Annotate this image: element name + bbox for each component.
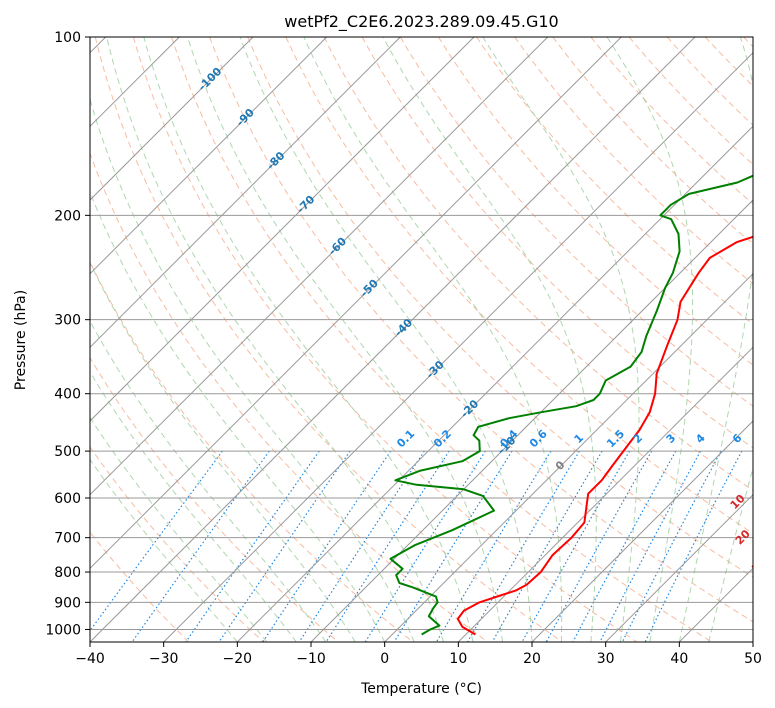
isotherm-gridline [90,37,696,642]
dry-adiabat-line [552,37,753,245]
isobar-lines [90,37,753,630]
mixing-ratio-line [599,450,702,642]
moist-adiabat-line [90,416,268,642]
x-tick-label: 30 [597,651,615,667]
x-axis-title: Temperature (°C) [360,681,482,697]
dry-adiabat-line [285,37,753,535]
isotherm-gridline [90,37,622,570]
x-tick-label: 40 [670,651,688,667]
isotherm-gridline [163,51,753,642]
isotherm-gridline [457,346,753,642]
isotherm-gridline [605,493,753,642]
y-tick-label: 100 [54,30,81,46]
x-tick-label: 20 [523,651,541,667]
mixing-ratio-line [218,450,351,642]
dry-adiabat-line [247,37,753,578]
moist-adiabat-line [482,37,640,642]
mixing-ratio-line [491,450,603,642]
isotherm-gridline [531,420,753,642]
y-axis-title: Pressure (hPa) [13,290,29,390]
y-tick-label: 200 [54,208,81,224]
x-tick-label: 10 [449,651,467,667]
moist-adiabat-line [90,190,386,642]
moist-adiabat-line [239,37,533,642]
moist-adiabat-line [606,37,694,642]
x-tick-label: −40 [75,651,105,667]
mixing-ratio-line [262,450,392,642]
isotherm-gridline [90,37,549,496]
dry-adiabat-line [90,260,414,642]
mixing-ratio-line [545,450,653,642]
dry-adiabat-line [90,446,264,642]
y-tick-label: 400 [54,387,81,403]
background-grid [90,37,753,642]
isotherm-lines [90,37,753,642]
moist-adiabat-line [90,261,356,642]
mixing-ratio-line [572,450,677,642]
y-tick-label: 900 [54,595,81,611]
moist-adiabat-line [143,37,474,642]
isotherm-gridline [90,37,328,275]
dry-adiabat-label: 30 [749,555,769,575]
chart-title: wetPf2_C2E6.2023.289.09.45.G10 [284,12,558,32]
x-tick-label: 50 [744,651,762,667]
moist-adiabat-line [90,320,327,642]
x-axis: −40 −30 −20 −10 0 10 20 30 40 50 [75,642,762,667]
profile-series [389,174,753,636]
mixing-ratio-line [644,450,743,642]
dry-adiabat-line [323,37,753,491]
moist-adiabat-line [90,458,238,642]
mixing-ratio-line [621,450,722,642]
dry-adiabat-line [209,37,753,623]
x-tick-label: −20 [223,651,253,667]
x-tick-label: 0 [380,651,389,667]
y-tick-label: 700 [54,531,81,547]
x-tick-label: −30 [149,651,179,667]
isotherm-gridline [384,272,753,642]
y-axis: 100 200 300 400 500 600 700 800 900 1000 [45,30,90,638]
temperature-series-line [456,235,753,636]
moist-adiabat-line [106,37,445,642]
dry-adiabat-line [94,37,563,642]
mixing-ratio-line [185,450,320,642]
isotherm-gridline [90,37,401,349]
dry-adiabat-line [399,37,753,407]
mixing-ratio-line [521,450,631,642]
dry-adiabat-line [437,37,753,366]
dry-adiabats [90,37,753,642]
y-tick-label: 500 [54,444,81,460]
moist-adiabat-line [90,370,297,642]
mixing-ratio-line [298,450,425,642]
moist-adiabat-line [678,37,753,642]
moist-adiabats [90,37,753,642]
x-tick-label: −10 [296,651,326,667]
dry-adiabat-line [590,37,753,205]
moist-adiabat-line [187,37,503,642]
dry-adiabat-line [90,356,339,642]
y-tick-label: 800 [54,565,81,581]
isotherm-gridline [90,37,254,201]
moist-adiabat-line [708,465,753,642]
mixing-ratio-line [90,450,223,632]
y-tick-label: 1000 [45,622,81,638]
plot-frame [89,36,754,643]
isotherm-gridline [310,199,753,642]
isotherm-gridline [236,125,753,642]
y-tick-label: 600 [54,491,81,507]
moist-adiabat-line [303,37,563,642]
y-tick-label: 300 [54,313,81,329]
isotherm-gridline [90,37,475,422]
dry-adiabat-line [132,37,638,642]
dewpoint-series-line [389,174,753,636]
dry-adiabat-line [171,37,712,642]
